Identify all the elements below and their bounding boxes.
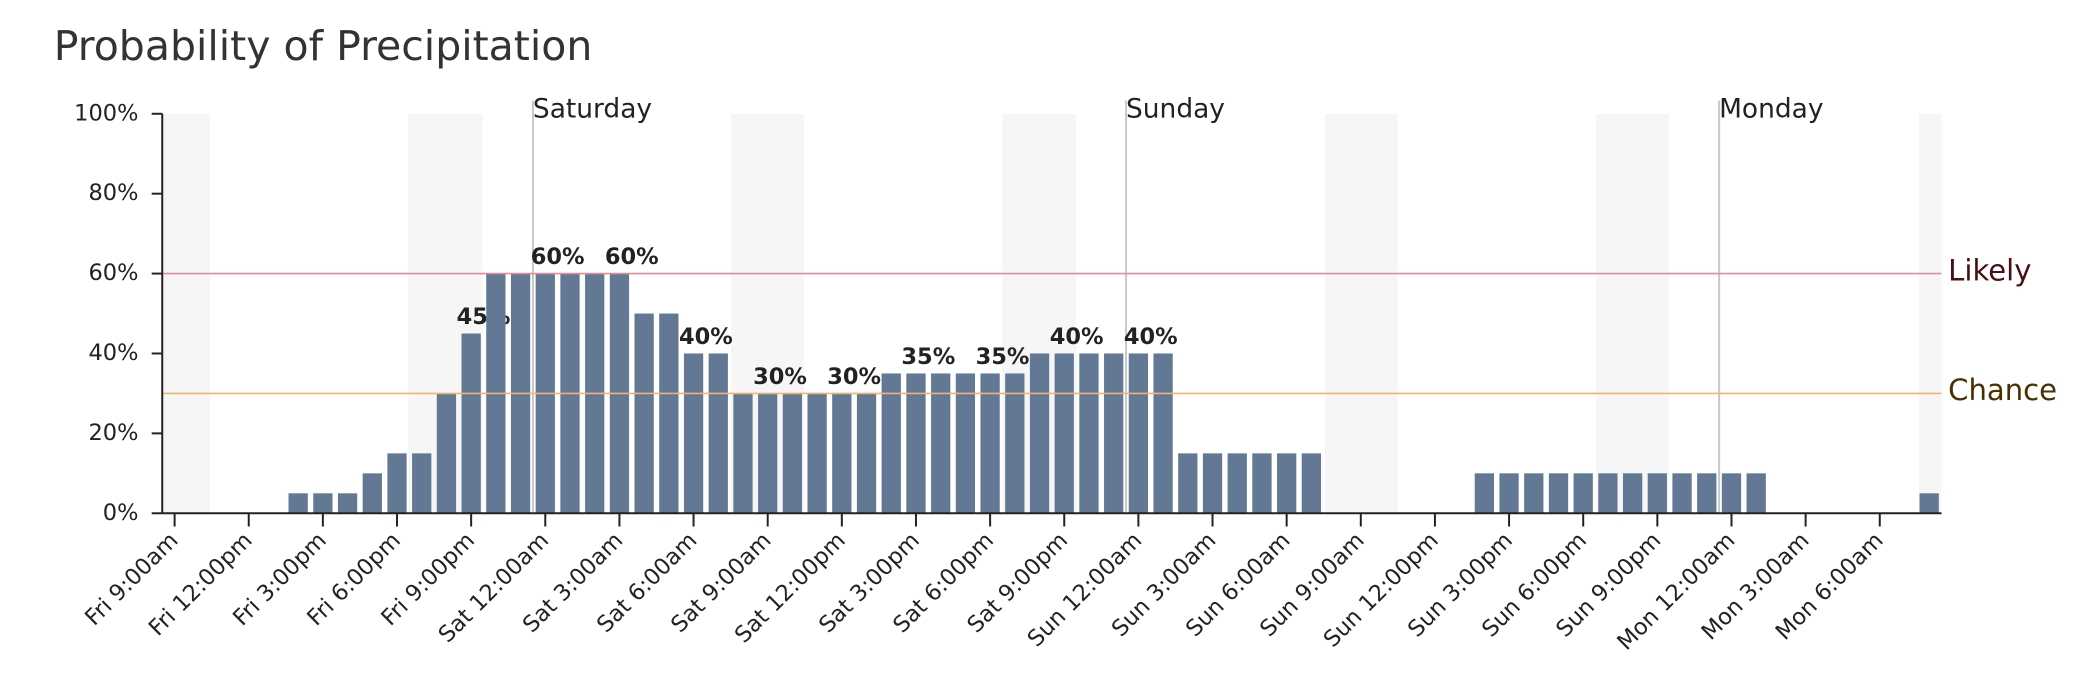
- bar: [955, 373, 976, 514]
- bar: [1252, 453, 1272, 514]
- bar: [1029, 353, 1050, 514]
- day-label: Saturday: [533, 93, 652, 124]
- value-label: 40%: [1050, 324, 1104, 350]
- bar: [1697, 473, 1717, 514]
- bar: [1202, 453, 1223, 514]
- bar: [1672, 473, 1692, 514]
- bar: [1474, 473, 1494, 514]
- bar: [1647, 473, 1667, 514]
- day-label: Sunday: [1126, 93, 1225, 124]
- bar: [461, 333, 481, 514]
- bar: [856, 393, 877, 514]
- threshold-label: Chance: [1948, 373, 2057, 407]
- bar: [733, 393, 753, 514]
- bar: [906, 373, 926, 514]
- value-label: 40%: [679, 324, 733, 350]
- bar: [683, 353, 704, 514]
- bar: [313, 493, 333, 514]
- bar: [1128, 353, 1149, 514]
- night-band: [1596, 113, 1670, 514]
- value-label: 30%: [753, 364, 807, 390]
- bar: [1746, 473, 1766, 514]
- bar: [1721, 473, 1742, 514]
- value-label: 40%: [1124, 324, 1178, 350]
- day-label: Monday: [1719, 93, 1823, 124]
- bar: [337, 493, 358, 514]
- bar: [807, 393, 827, 514]
- bar: [634, 313, 654, 514]
- night-band: [162, 113, 210, 514]
- bar: [436, 393, 457, 514]
- bar: [1079, 353, 1099, 514]
- bar: [1919, 493, 1939, 514]
- bar: [288, 493, 308, 514]
- bar: [1277, 453, 1297, 514]
- bar: [1499, 473, 1519, 514]
- value-label: 35%: [976, 344, 1030, 370]
- value-label: 35%: [901, 344, 955, 370]
- bar: [758, 393, 778, 514]
- bar: [708, 353, 728, 514]
- night-band: [1919, 113, 1942, 514]
- value-label: 60%: [531, 244, 585, 270]
- bar: [980, 373, 1000, 514]
- night-band: [1325, 113, 1398, 514]
- bar: [412, 453, 432, 514]
- bar: [832, 393, 852, 514]
- bar: [387, 453, 407, 514]
- bar: [1054, 353, 1074, 514]
- night-bands: [162, 113, 1942, 514]
- bar: [1153, 353, 1173, 514]
- y-tick-label: 100%: [74, 100, 138, 126]
- threshold-label: Likely: [1948, 253, 2031, 287]
- y-tick-label: 60%: [88, 260, 138, 286]
- y-tick-label: 20%: [88, 420, 138, 446]
- value-label: 30%: [827, 364, 881, 390]
- bar: [659, 313, 679, 514]
- bar: [1548, 473, 1569, 514]
- bar: [1622, 473, 1643, 514]
- chart-title: Probability of Precipitation: [54, 22, 593, 70]
- bar: [1301, 453, 1322, 514]
- bar: [362, 473, 382, 514]
- y-tick-label: 80%: [88, 180, 138, 206]
- bar: [1104, 353, 1124, 514]
- bar: [782, 393, 803, 514]
- bar: [1598, 473, 1618, 514]
- bar: [1524, 473, 1544, 514]
- y-tick-label: 40%: [88, 340, 138, 366]
- bar: [1227, 453, 1247, 514]
- bar: [881, 373, 901, 514]
- bar: [931, 373, 951, 514]
- y-tick-label: 0%: [103, 500, 139, 526]
- value-label: 60%: [605, 244, 659, 270]
- bar: [1005, 373, 1025, 514]
- bar: [1178, 453, 1198, 514]
- bar: [1573, 473, 1593, 514]
